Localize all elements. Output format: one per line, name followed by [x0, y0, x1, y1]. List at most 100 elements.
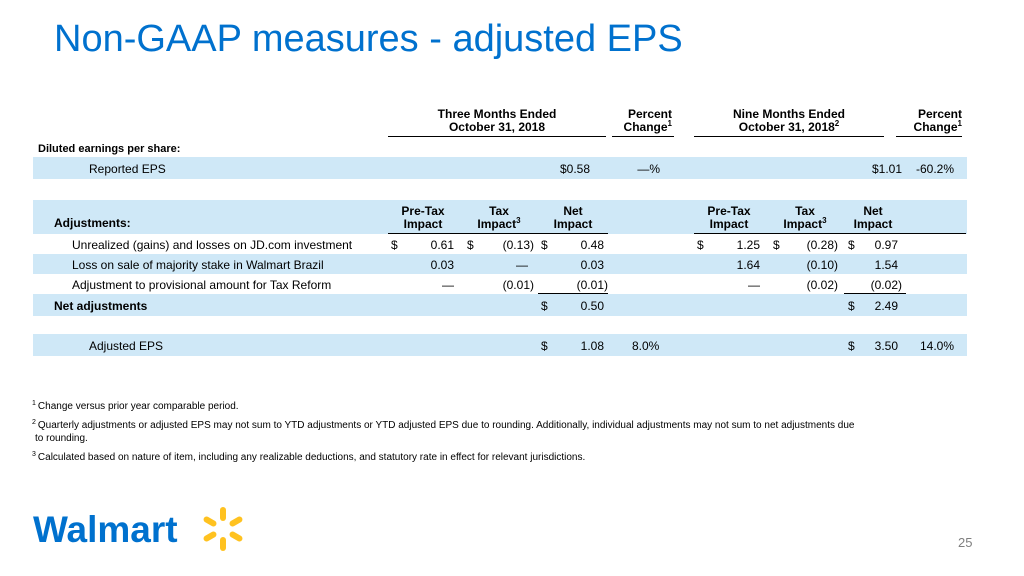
tax-impact-ytd-header: Tax Impact3 — [770, 205, 840, 231]
header-underline — [896, 136, 962, 137]
tax-impact-header: Tax Impact3 — [464, 205, 534, 231]
spark-ray — [220, 507, 226, 521]
footnote-ref: 3 — [516, 216, 521, 225]
footnote-2: 2 Quarterly adjustments or adjusted EPS m… — [32, 419, 854, 445]
adjusted-eps-row — [33, 334, 967, 356]
net-adjustments-row — [33, 294, 967, 316]
page-title: Non-GAAP measures - adjusted EPS — [54, 18, 683, 60]
footnote-text: Change versus prior year comparable peri… — [37, 401, 239, 412]
page-number: 25 — [958, 535, 973, 550]
tax-header-text: Impact — [477, 217, 517, 231]
adjusted-eps-quarter-value: 1.08 — [580, 339, 604, 353]
q-net-value: 0.48 — [580, 238, 604, 252]
y-net-value: (0.02) — [870, 278, 902, 292]
y-tax-value: (0.02) — [806, 278, 838, 292]
pretax-header-line1: Pre-Tax — [401, 204, 445, 218]
q-pretax-value: 0.61 — [430, 238, 454, 252]
currency-symbol: $ — [541, 339, 548, 353]
three-months-header-line1: Three Months Ended — [437, 107, 557, 121]
adjustments-label: Adjustments: — [54, 216, 131, 230]
q-pretax-value: — — [442, 278, 454, 292]
three-months-header-line2: October 31, 2018 — [448, 120, 546, 134]
footnote-text: Quarterly adjustments or adjusted EPS ma… — [37, 420, 855, 431]
percent-change-header: Percent Change1 — [610, 108, 672, 134]
net-ytd-header-line2: Impact — [853, 217, 893, 231]
spark-ray — [203, 516, 217, 527]
nine-months-header-text: October 31, 2018 — [738, 120, 835, 134]
header-underline — [694, 136, 884, 137]
net-adjustments-label: Net adjustments — [54, 299, 148, 313]
adjusted-eps-label: Adjusted EPS — [89, 339, 164, 353]
currency-symbol: $ — [391, 238, 398, 252]
net-ytd-header-line1: Net — [863, 204, 883, 218]
diluted-eps-label: Diluted earnings per share: — [38, 143, 181, 155]
y-pretax-value: — — [748, 278, 760, 292]
table-row — [33, 234, 967, 254]
pretax-ytd-header-line1: Pre-Tax — [707, 204, 751, 218]
q-tax-value: (0.01) — [502, 278, 534, 292]
pretax-header-line2: Impact — [403, 217, 443, 231]
footnote-number: 2 — [32, 418, 36, 426]
currency-symbol: $ — [848, 339, 855, 353]
spark-ray — [220, 537, 226, 551]
nine-months-header: Nine Months Ended October 31, 20182 — [694, 108, 884, 134]
spark-icon — [203, 507, 243, 551]
net-impact-header: Net Impact — [538, 205, 608, 231]
footnote-ref: 1 — [957, 119, 962, 128]
percent-change-header-text: Change — [623, 120, 668, 134]
adjustments-header-underline — [694, 233, 966, 234]
adjustments-header-underline — [388, 233, 608, 234]
tax-ytd-header-text: Impact — [783, 217, 823, 231]
walmart-wordmark: Walmart — [33, 509, 178, 550]
y-tax-value: (0.10) — [806, 258, 838, 272]
pretax-impact-ytd-header: Pre-Tax Impact — [694, 205, 764, 231]
footnote-ref: 3 — [822, 216, 827, 225]
subtotal-underline — [844, 293, 906, 294]
q-net-value: (0.01) — [576, 278, 608, 292]
subtotal-underline — [538, 293, 608, 294]
currency-symbol: $ — [541, 299, 548, 313]
footnote-number: 3 — [32, 450, 36, 458]
currency-symbol: $ — [848, 238, 855, 252]
net-header-line2: Impact — [553, 217, 593, 231]
net-adjustments-ytd-value: 2.49 — [874, 299, 898, 313]
footnote-text-continued: to rounding. — [35, 433, 88, 444]
currency-symbol: $ — [697, 238, 704, 252]
adjusted-eps-ytd-change: 14.0% — [919, 339, 954, 353]
net-adjustments-quarter-value: 0.50 — [580, 299, 604, 313]
footnote-text: Calculated based on nature of item, incl… — [37, 452, 586, 463]
percent-change-header-line1: Percent — [627, 107, 672, 121]
header-underline — [388, 136, 606, 137]
y-tax-value: (0.28) — [806, 238, 838, 252]
reported-eps-label: Reported EPS — [89, 162, 166, 176]
percent-change-ytd-header: Percent Change1 — [890, 108, 962, 134]
percent-change-ytd-header-line2: Change1 — [890, 119, 962, 134]
net-header-line1: Net — [563, 204, 583, 218]
footnote-number: 1 — [32, 399, 36, 407]
nine-months-header-line1: Nine Months Ended — [733, 107, 845, 121]
adjusted-eps-ytd-value: 3.50 — [874, 339, 898, 353]
y-net-value: 1.54 — [874, 258, 898, 272]
tax-ytd-header-line1: Tax — [795, 204, 815, 218]
q-pretax-value: 0.03 — [430, 258, 454, 272]
currency-symbol: $ — [467, 238, 474, 252]
net-impact-ytd-header: Net Impact — [838, 205, 908, 231]
adjustment-label: Unrealized (gains) and losses on JD.com … — [72, 238, 353, 252]
spark-ray — [229, 516, 243, 527]
footnote-1: 1 Change versus prior year comparable per… — [32, 400, 239, 413]
reported-eps-row — [33, 157, 967, 179]
nine-months-header-line2: October 31, 20182 — [694, 119, 884, 134]
pretax-impact-header: Pre-Tax Impact — [388, 205, 458, 231]
tax-ytd-header-line2: Impact3 — [770, 216, 840, 231]
pretax-ytd-header-line2: Impact — [709, 217, 749, 231]
q-tax-value: — — [516, 258, 528, 272]
adjustment-label: Loss on sale of majority stake in Walmar… — [72, 258, 324, 272]
percent-change-header-line2: Change1 — [610, 120, 672, 134]
tax-header-line2: Impact3 — [464, 216, 534, 231]
currency-symbol: $ — [848, 299, 855, 313]
adjustment-label: Adjustment to provisional amount for Tax… — [72, 278, 332, 292]
adjusted-eps-quarter-change: 8.0% — [632, 339, 660, 353]
footnote-ref: 2 — [834, 119, 840, 128]
three-months-header: Three Months Ended October 31, 2018 — [388, 108, 606, 134]
y-pretax-value: 1.64 — [736, 258, 760, 272]
